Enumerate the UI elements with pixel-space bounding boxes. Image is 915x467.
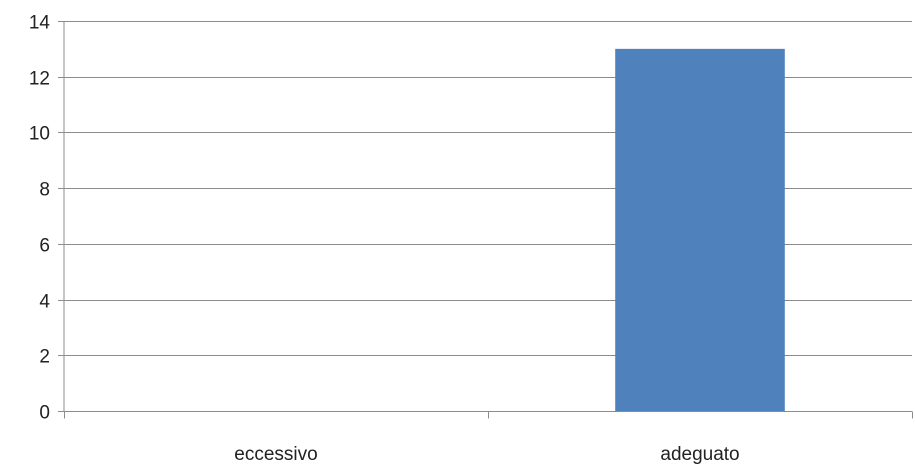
x-category-label: eccessivo [234,444,317,465]
y-tick-label: 0 [39,403,50,424]
x-axis [58,411,913,419]
y-tick-label: 6 [39,236,50,257]
y-tick-label: 4 [39,292,50,313]
y-tick-label: 10 [29,124,50,145]
x-category-label: adeguato [660,444,739,465]
category-labels: eccessivo adeguato [234,444,739,465]
y-tick-label: 8 [39,180,50,201]
bar-adeguato [615,48,785,411]
y-tick-label: 12 [29,69,50,90]
gridlines [58,21,912,411]
bars [615,48,785,411]
y-axis-ticks: 0 2 4 6 8 10 12 14 [29,13,51,424]
y-tick-label: 14 [29,13,51,34]
y-tick-label: 2 [39,347,50,368]
